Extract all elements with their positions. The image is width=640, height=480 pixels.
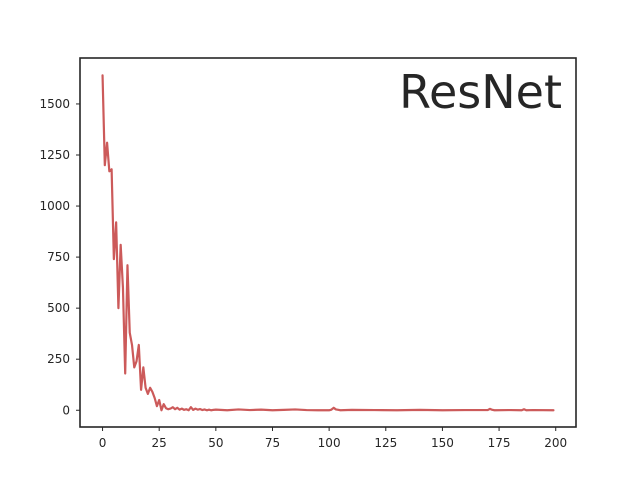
y-tick-label: 750: [47, 250, 70, 264]
x-tick-label: 175: [488, 436, 511, 450]
x-tick-label: 150: [431, 436, 454, 450]
x-tick-label: 125: [374, 436, 397, 450]
x-axis: 0 25 50 75 100 125 150 175 200: [99, 427, 567, 450]
y-tick-label: 0: [62, 403, 70, 417]
y-tick-label: 1500: [39, 97, 70, 111]
y-tick-label: 1250: [39, 148, 70, 162]
chart-title: ResNet: [399, 65, 562, 119]
x-tick-label: 50: [208, 436, 223, 450]
x-tick-label: 75: [265, 436, 280, 450]
y-tick-label: 250: [47, 352, 70, 366]
y-tick-label: 500: [47, 301, 70, 315]
series-line: [101, 74, 555, 412]
y-axis: 0 250 500 750 1000 1250 1500: [39, 97, 80, 417]
plot-frame: [79, 57, 577, 428]
x-tick-label: 0: [99, 436, 107, 450]
x-tick-label: 200: [544, 436, 567, 450]
y-tick-label: 1000: [39, 199, 70, 213]
x-tick-label: 25: [152, 436, 167, 450]
x-tick-label: 100: [318, 436, 341, 450]
